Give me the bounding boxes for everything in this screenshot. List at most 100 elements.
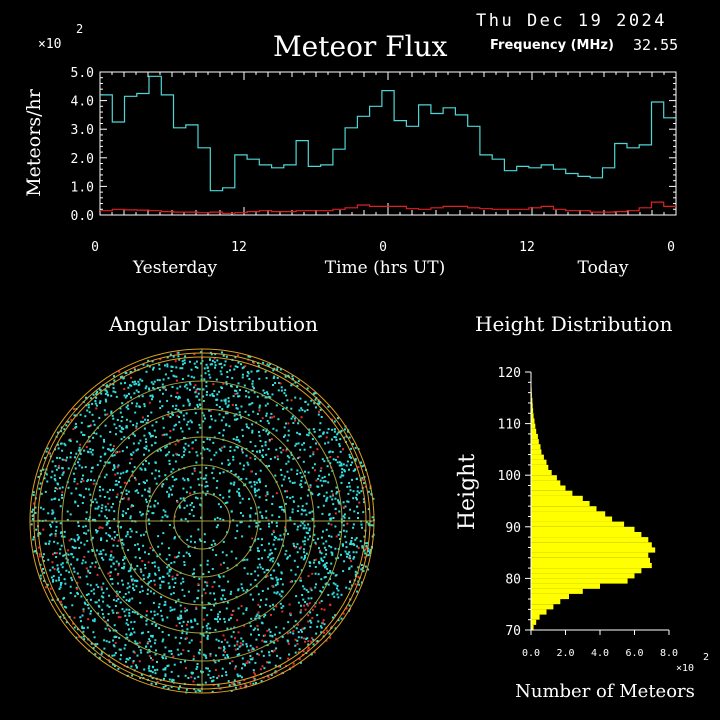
polar-point bbox=[314, 398, 317, 401]
polar-point bbox=[308, 511, 311, 514]
polar-point bbox=[303, 410, 306, 413]
polar-point bbox=[135, 585, 138, 588]
polar-point bbox=[358, 491, 361, 494]
polar-point bbox=[123, 481, 126, 484]
polar-point bbox=[309, 611, 312, 614]
polar-point bbox=[274, 633, 276, 636]
polar-point bbox=[309, 619, 312, 622]
polar-point bbox=[168, 650, 171, 653]
polar-point bbox=[254, 491, 257, 494]
polar-point bbox=[156, 661, 158, 663]
polar-point bbox=[343, 470, 346, 473]
polar-point bbox=[237, 354, 240, 357]
polar-point bbox=[246, 558, 249, 561]
polar-point bbox=[51, 470, 54, 473]
polar-point bbox=[258, 404, 261, 407]
polar-point bbox=[114, 641, 117, 644]
polar-point bbox=[115, 595, 118, 598]
polar-point bbox=[172, 679, 175, 682]
polar-point bbox=[154, 565, 156, 568]
polar-point bbox=[340, 462, 343, 465]
polar-point bbox=[81, 614, 84, 617]
polar-point bbox=[131, 627, 134, 630]
height-title: Height Distribution bbox=[475, 312, 673, 336]
polar-point bbox=[134, 544, 137, 547]
polar-point bbox=[162, 686, 165, 689]
polar-point bbox=[318, 601, 321, 604]
polar-point bbox=[116, 472, 119, 475]
polar-point bbox=[154, 653, 157, 656]
polar-point bbox=[193, 353, 196, 355]
polar-point bbox=[157, 502, 159, 505]
polar-point bbox=[148, 665, 151, 668]
polar-point bbox=[321, 484, 323, 487]
polar-point bbox=[284, 375, 287, 378]
polar-point bbox=[187, 444, 190, 447]
polar-point bbox=[297, 601, 300, 604]
polar-point bbox=[178, 416, 180, 418]
polar-point bbox=[164, 388, 167, 391]
polar-point bbox=[206, 490, 209, 493]
polar-point bbox=[122, 515, 124, 517]
polar-point bbox=[245, 662, 248, 664]
polar-point bbox=[360, 461, 362, 464]
polar-point bbox=[123, 394, 126, 397]
polar-point bbox=[221, 674, 224, 677]
polar-point bbox=[249, 355, 252, 358]
polar-point bbox=[111, 454, 114, 457]
polar-point bbox=[286, 557, 289, 560]
polar-point bbox=[60, 581, 63, 584]
polar-point bbox=[288, 653, 291, 656]
polar-point bbox=[77, 461, 79, 464]
polar-point bbox=[219, 472, 221, 475]
polar-point bbox=[271, 650, 273, 652]
polar-point bbox=[102, 616, 105, 619]
polar-point bbox=[306, 494, 309, 497]
polar-point bbox=[194, 496, 197, 499]
polar-point bbox=[231, 682, 234, 685]
polar-point bbox=[289, 480, 292, 483]
polar-point bbox=[271, 577, 274, 580]
polar-point bbox=[111, 537, 114, 540]
polar-point bbox=[193, 546, 196, 549]
polar-point bbox=[104, 452, 107, 455]
height-bar bbox=[531, 562, 652, 569]
polar-point bbox=[51, 460, 54, 463]
polar-point bbox=[283, 533, 286, 536]
height-bar bbox=[531, 516, 613, 522]
polar-point bbox=[46, 583, 49, 586]
polar-point bbox=[109, 571, 112, 574]
polar-point bbox=[90, 642, 93, 645]
polar-point bbox=[215, 378, 218, 381]
polar-point bbox=[95, 407, 98, 410]
polar-point bbox=[145, 500, 148, 503]
polar-point bbox=[100, 586, 103, 589]
polar-point bbox=[61, 467, 64, 470]
polar-point bbox=[118, 370, 121, 373]
polar-point bbox=[173, 478, 176, 481]
polar-point bbox=[183, 594, 186, 597]
polar-point bbox=[95, 531, 98, 534]
polar-point bbox=[153, 579, 156, 582]
polar-point bbox=[259, 440, 262, 442]
polar-point bbox=[265, 465, 268, 468]
polar-point bbox=[211, 471, 214, 474]
polar-point bbox=[104, 505, 107, 508]
polar-point bbox=[191, 671, 194, 674]
polar-point bbox=[236, 407, 239, 410]
polar-point bbox=[300, 556, 303, 559]
height-bar bbox=[531, 532, 642, 538]
polar-point bbox=[267, 448, 270, 451]
polar-point bbox=[250, 507, 253, 510]
polar-point bbox=[173, 537, 176, 540]
polar-point bbox=[204, 477, 207, 480]
polar-point bbox=[274, 664, 277, 667]
polar-point bbox=[200, 504, 203, 507]
polar-point bbox=[309, 626, 312, 629]
polar-point bbox=[286, 455, 289, 458]
polar-point bbox=[159, 577, 161, 579]
polar-point bbox=[161, 383, 164, 386]
polar-point bbox=[336, 433, 339, 436]
polar-point bbox=[139, 439, 142, 442]
polar-point bbox=[87, 425, 90, 428]
